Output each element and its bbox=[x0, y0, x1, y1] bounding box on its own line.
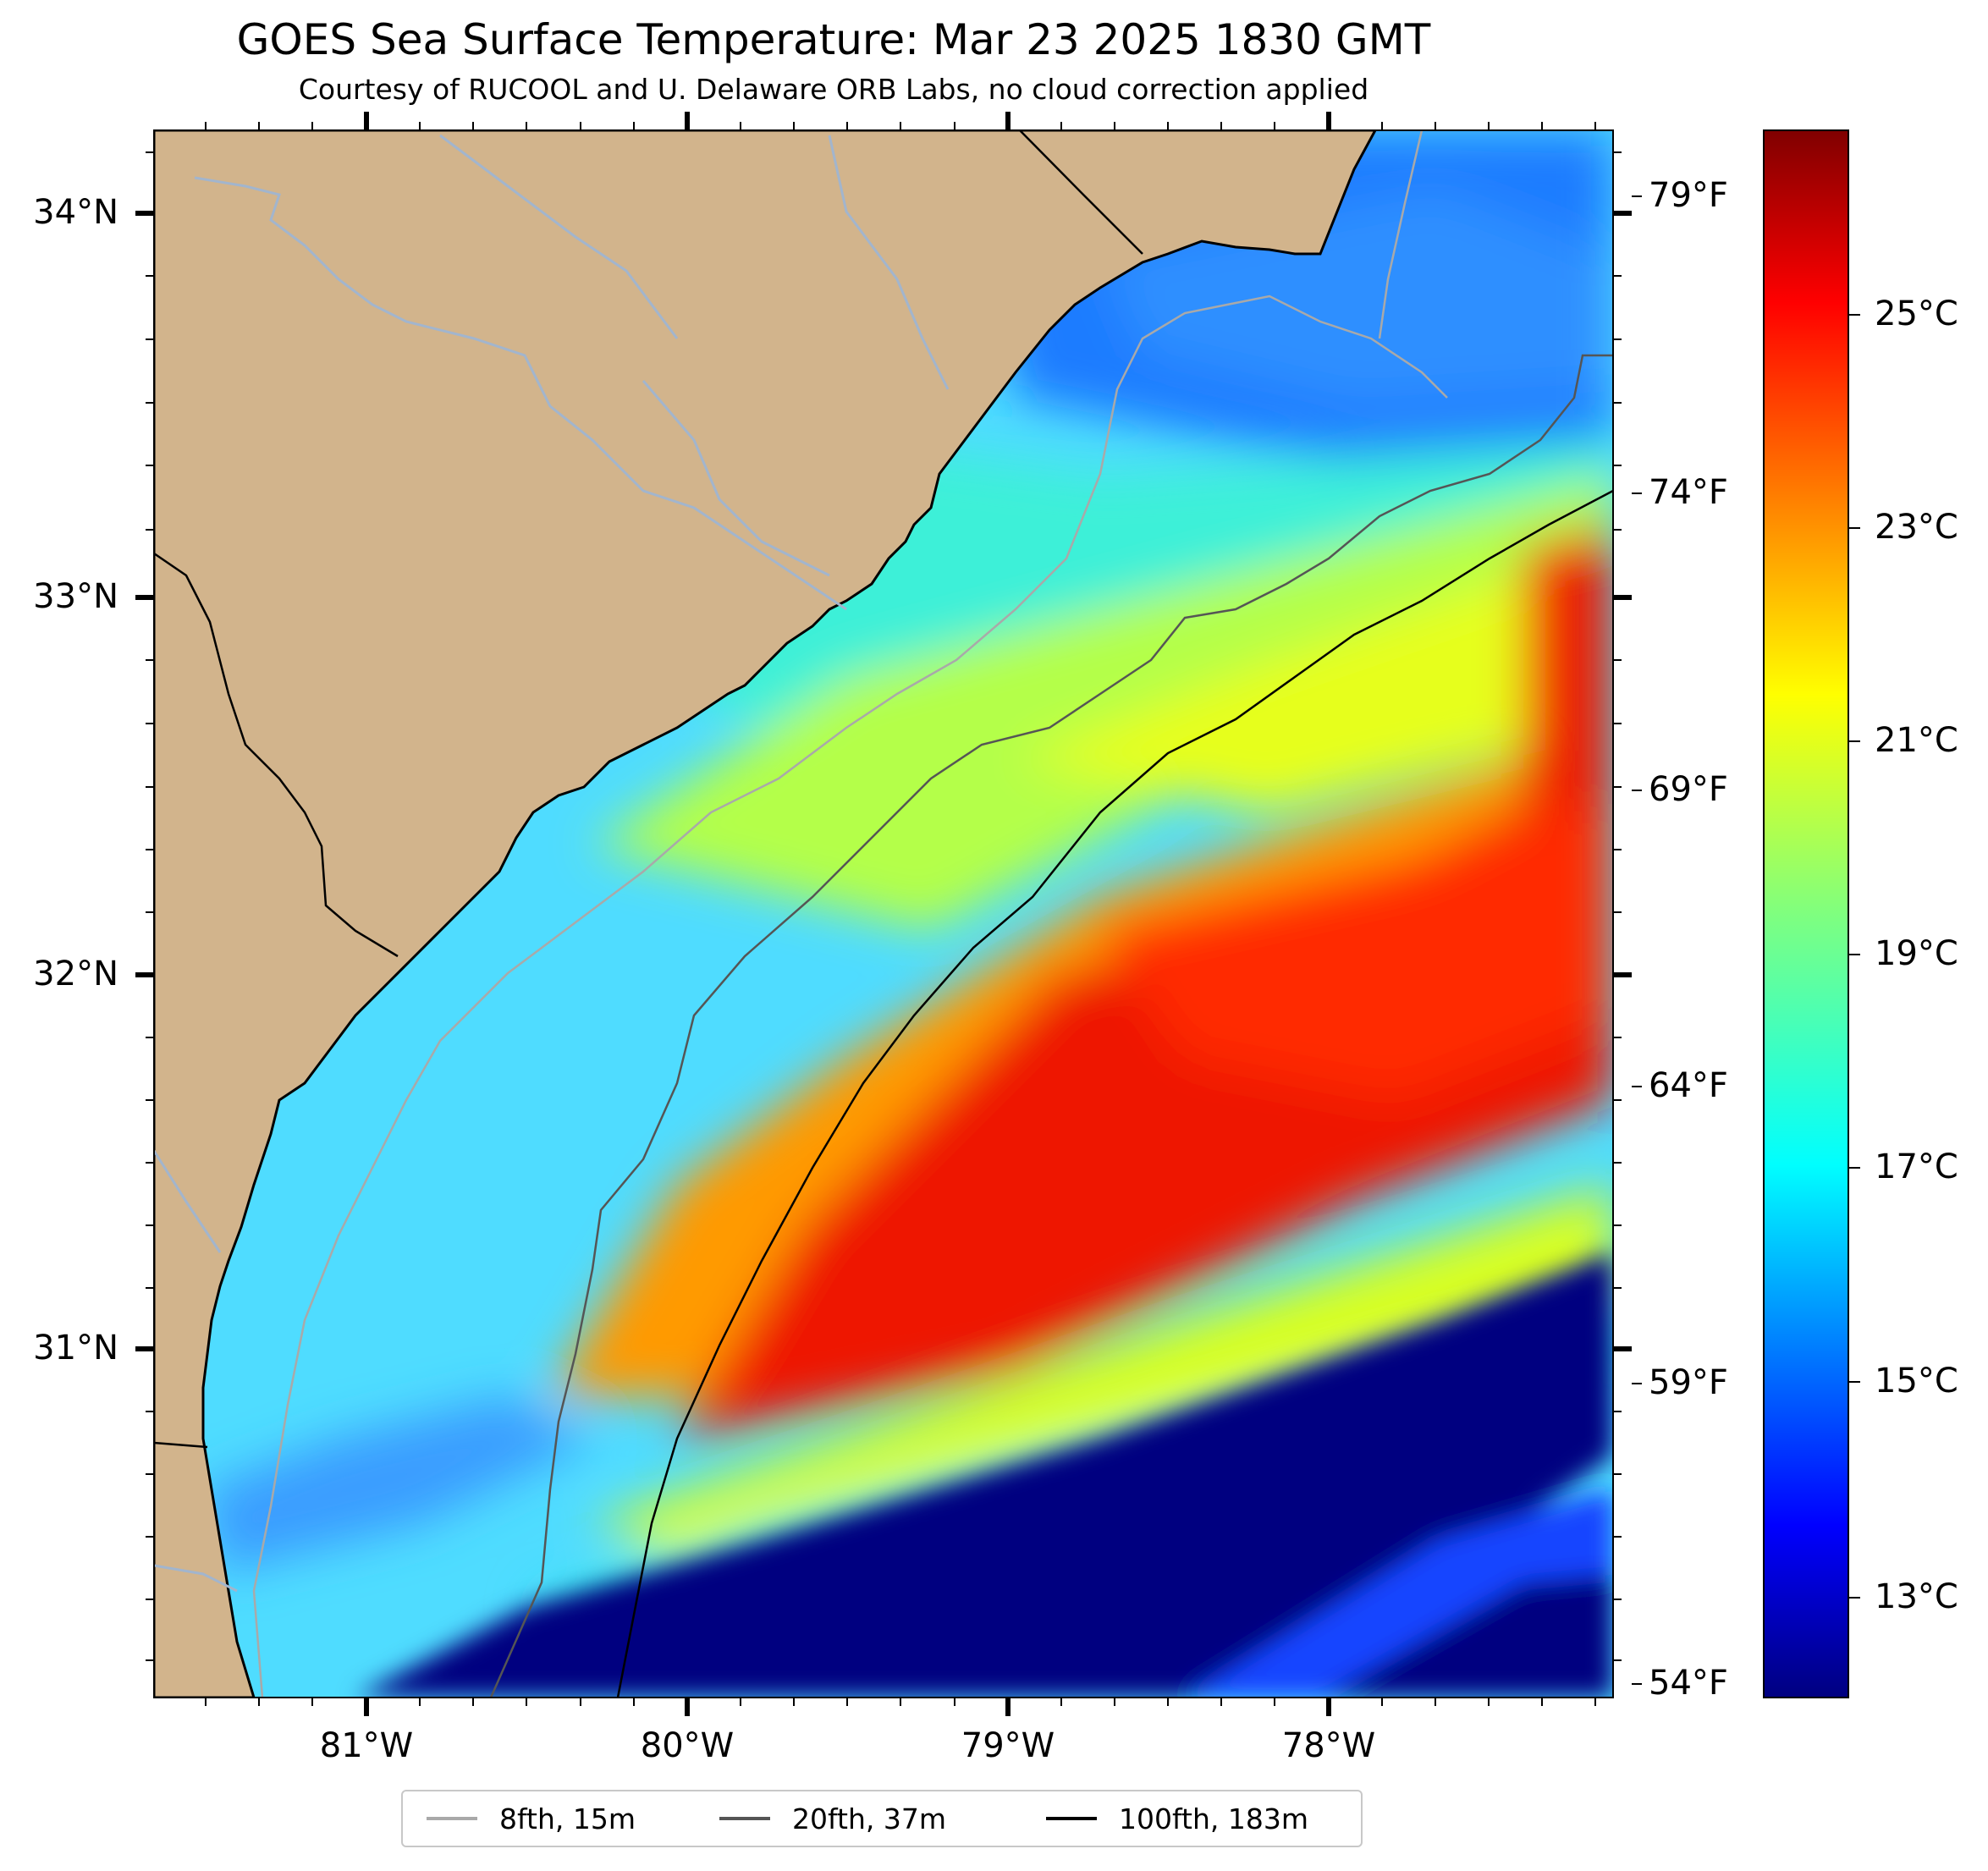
figure-subtitle: Courtesy of RUCOOL and U. Delaware ORB L… bbox=[298, 73, 1369, 106]
map-frame bbox=[153, 129, 1614, 1698]
c-label-21: 21°C bbox=[1875, 721, 1958, 760]
lat-label-34: 34°N bbox=[33, 193, 118, 232]
f-label-64: 64°F bbox=[1649, 1066, 1728, 1105]
contour-legend: 8fth, 15m 20fth, 37m 100fth, 183m bbox=[401, 1790, 1363, 1847]
legend-item-20fth: 20fth, 37m bbox=[719, 1791, 946, 1846]
legend-label: 8fth, 15m bbox=[499, 1802, 636, 1835]
f-label-74: 74°F bbox=[1649, 473, 1728, 512]
colorbar bbox=[1763, 129, 1849, 1698]
legend-label: 100fth, 183m bbox=[1119, 1802, 1308, 1835]
lon-label-80: 80°W bbox=[640, 1726, 735, 1765]
legend-swatch bbox=[427, 1817, 477, 1820]
bathymetry-8fth bbox=[252, 130, 1448, 1698]
f-label-59: 59°F bbox=[1649, 1363, 1728, 1402]
figure-title: GOES Sea Surface Temperature: Mar 23 202… bbox=[236, 15, 1431, 64]
c-label-19: 19°C bbox=[1875, 934, 1958, 973]
legend-swatch bbox=[1046, 1817, 1097, 1820]
c-label-15: 15°C bbox=[1875, 1362, 1958, 1400]
f-label-79: 79°F bbox=[1649, 176, 1728, 215]
state-borders bbox=[154, 130, 1143, 1449]
lat-label-33: 33°N bbox=[33, 577, 118, 616]
lat-label-31: 31°N bbox=[33, 1329, 118, 1367]
rivers bbox=[154, 134, 950, 1593]
bathymetry-100fth bbox=[616, 489, 1613, 1698]
minor-ticks bbox=[146, 122, 1622, 1706]
c-label-17: 17°C bbox=[1875, 1147, 1958, 1186]
c-label-13: 13°C bbox=[1875, 1577, 1958, 1616]
lon-label-81: 81°W bbox=[319, 1726, 414, 1765]
f-label-54: 54°F bbox=[1649, 1664, 1728, 1703]
legend-swatch bbox=[719, 1817, 770, 1820]
colorbar-ticks bbox=[1848, 314, 1860, 1599]
lat-label-32: 32°N bbox=[33, 955, 118, 993]
bathymetry-20fth bbox=[489, 354, 1613, 1698]
legend-item-8fth: 8fth, 15m bbox=[427, 1791, 636, 1846]
lon-label-78: 78°W bbox=[1281, 1726, 1376, 1765]
c-label-23: 23°C bbox=[1875, 508, 1958, 547]
axis-ticks bbox=[135, 112, 1632, 1716]
legend-item-100fth: 100fth, 183m bbox=[1046, 1791, 1308, 1846]
legend-label: 20fth, 37m bbox=[792, 1802, 946, 1835]
land-mass bbox=[154, 130, 1377, 1698]
fahrenheit-ticks bbox=[1632, 195, 1642, 1685]
lon-label-79: 79°W bbox=[961, 1726, 1055, 1765]
c-label-25: 25°C bbox=[1875, 294, 1958, 333]
f-label-69: 69°F bbox=[1649, 770, 1728, 809]
